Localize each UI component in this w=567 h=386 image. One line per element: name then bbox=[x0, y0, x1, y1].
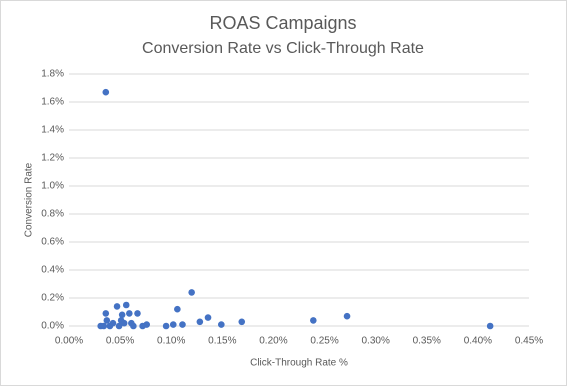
point bbox=[143, 321, 150, 328]
point bbox=[188, 289, 195, 296]
point bbox=[113, 303, 121, 310]
point bbox=[204, 314, 212, 321]
point bbox=[486, 322, 494, 330]
point bbox=[169, 321, 177, 328]
point bbox=[238, 318, 246, 326]
x-tick-label: 0.45% bbox=[515, 336, 543, 347]
point bbox=[134, 310, 141, 317]
point bbox=[122, 301, 130, 309]
point bbox=[179, 321, 186, 328]
y-tick-label: 0.4% bbox=[41, 265, 64, 276]
point bbox=[115, 322, 123, 330]
y-tick-label: 1.8% bbox=[41, 69, 64, 80]
y-tick-label: 0.2% bbox=[41, 293, 64, 304]
point bbox=[102, 88, 110, 96]
point bbox=[196, 318, 204, 326]
y-tick-label: 1.4% bbox=[41, 125, 64, 136]
y-axis-label: Conversion Rate bbox=[24, 162, 35, 237]
point bbox=[218, 321, 225, 328]
x-tick-label: 0.30% bbox=[361, 336, 389, 347]
chart-subtitle: Conversion Rate vs Click-Through Rate bbox=[142, 40, 424, 57]
x-tick-label: 0.35% bbox=[413, 336, 441, 347]
x-tick-label: 0.25% bbox=[310, 336, 338, 347]
point bbox=[343, 312, 351, 320]
y-tick-label: 1.0% bbox=[41, 181, 64, 192]
x-tick-label: 0.20% bbox=[259, 336, 287, 347]
point bbox=[103, 317, 111, 324]
chart-title: ROAS Campaigns bbox=[209, 13, 356, 33]
point bbox=[126, 310, 133, 317]
x-axis-label: Click-Through Rate % bbox=[250, 358, 348, 369]
y-tick-label: 0.8% bbox=[41, 209, 64, 220]
point bbox=[102, 310, 110, 317]
x-tick-label: 0.15% bbox=[208, 336, 236, 347]
y-tick-label: 0.0% bbox=[41, 321, 64, 332]
x-tick-label: 0.40% bbox=[464, 336, 492, 347]
x-tick-label: 0.05% bbox=[106, 336, 134, 347]
y-tick-label: 1.2% bbox=[41, 153, 64, 164]
point bbox=[310, 317, 317, 324]
x-tick-label: 0.00% bbox=[55, 336, 83, 347]
point bbox=[118, 311, 126, 319]
y-tick-label: 1.6% bbox=[41, 97, 64, 108]
point bbox=[174, 305, 181, 313]
point bbox=[109, 319, 117, 327]
point bbox=[162, 322, 170, 330]
x-tick-label: 0.10% bbox=[157, 336, 185, 347]
point bbox=[100, 322, 108, 330]
point bbox=[130, 322, 137, 330]
y-tick-label: 0.6% bbox=[41, 237, 64, 248]
point bbox=[120, 319, 128, 327]
